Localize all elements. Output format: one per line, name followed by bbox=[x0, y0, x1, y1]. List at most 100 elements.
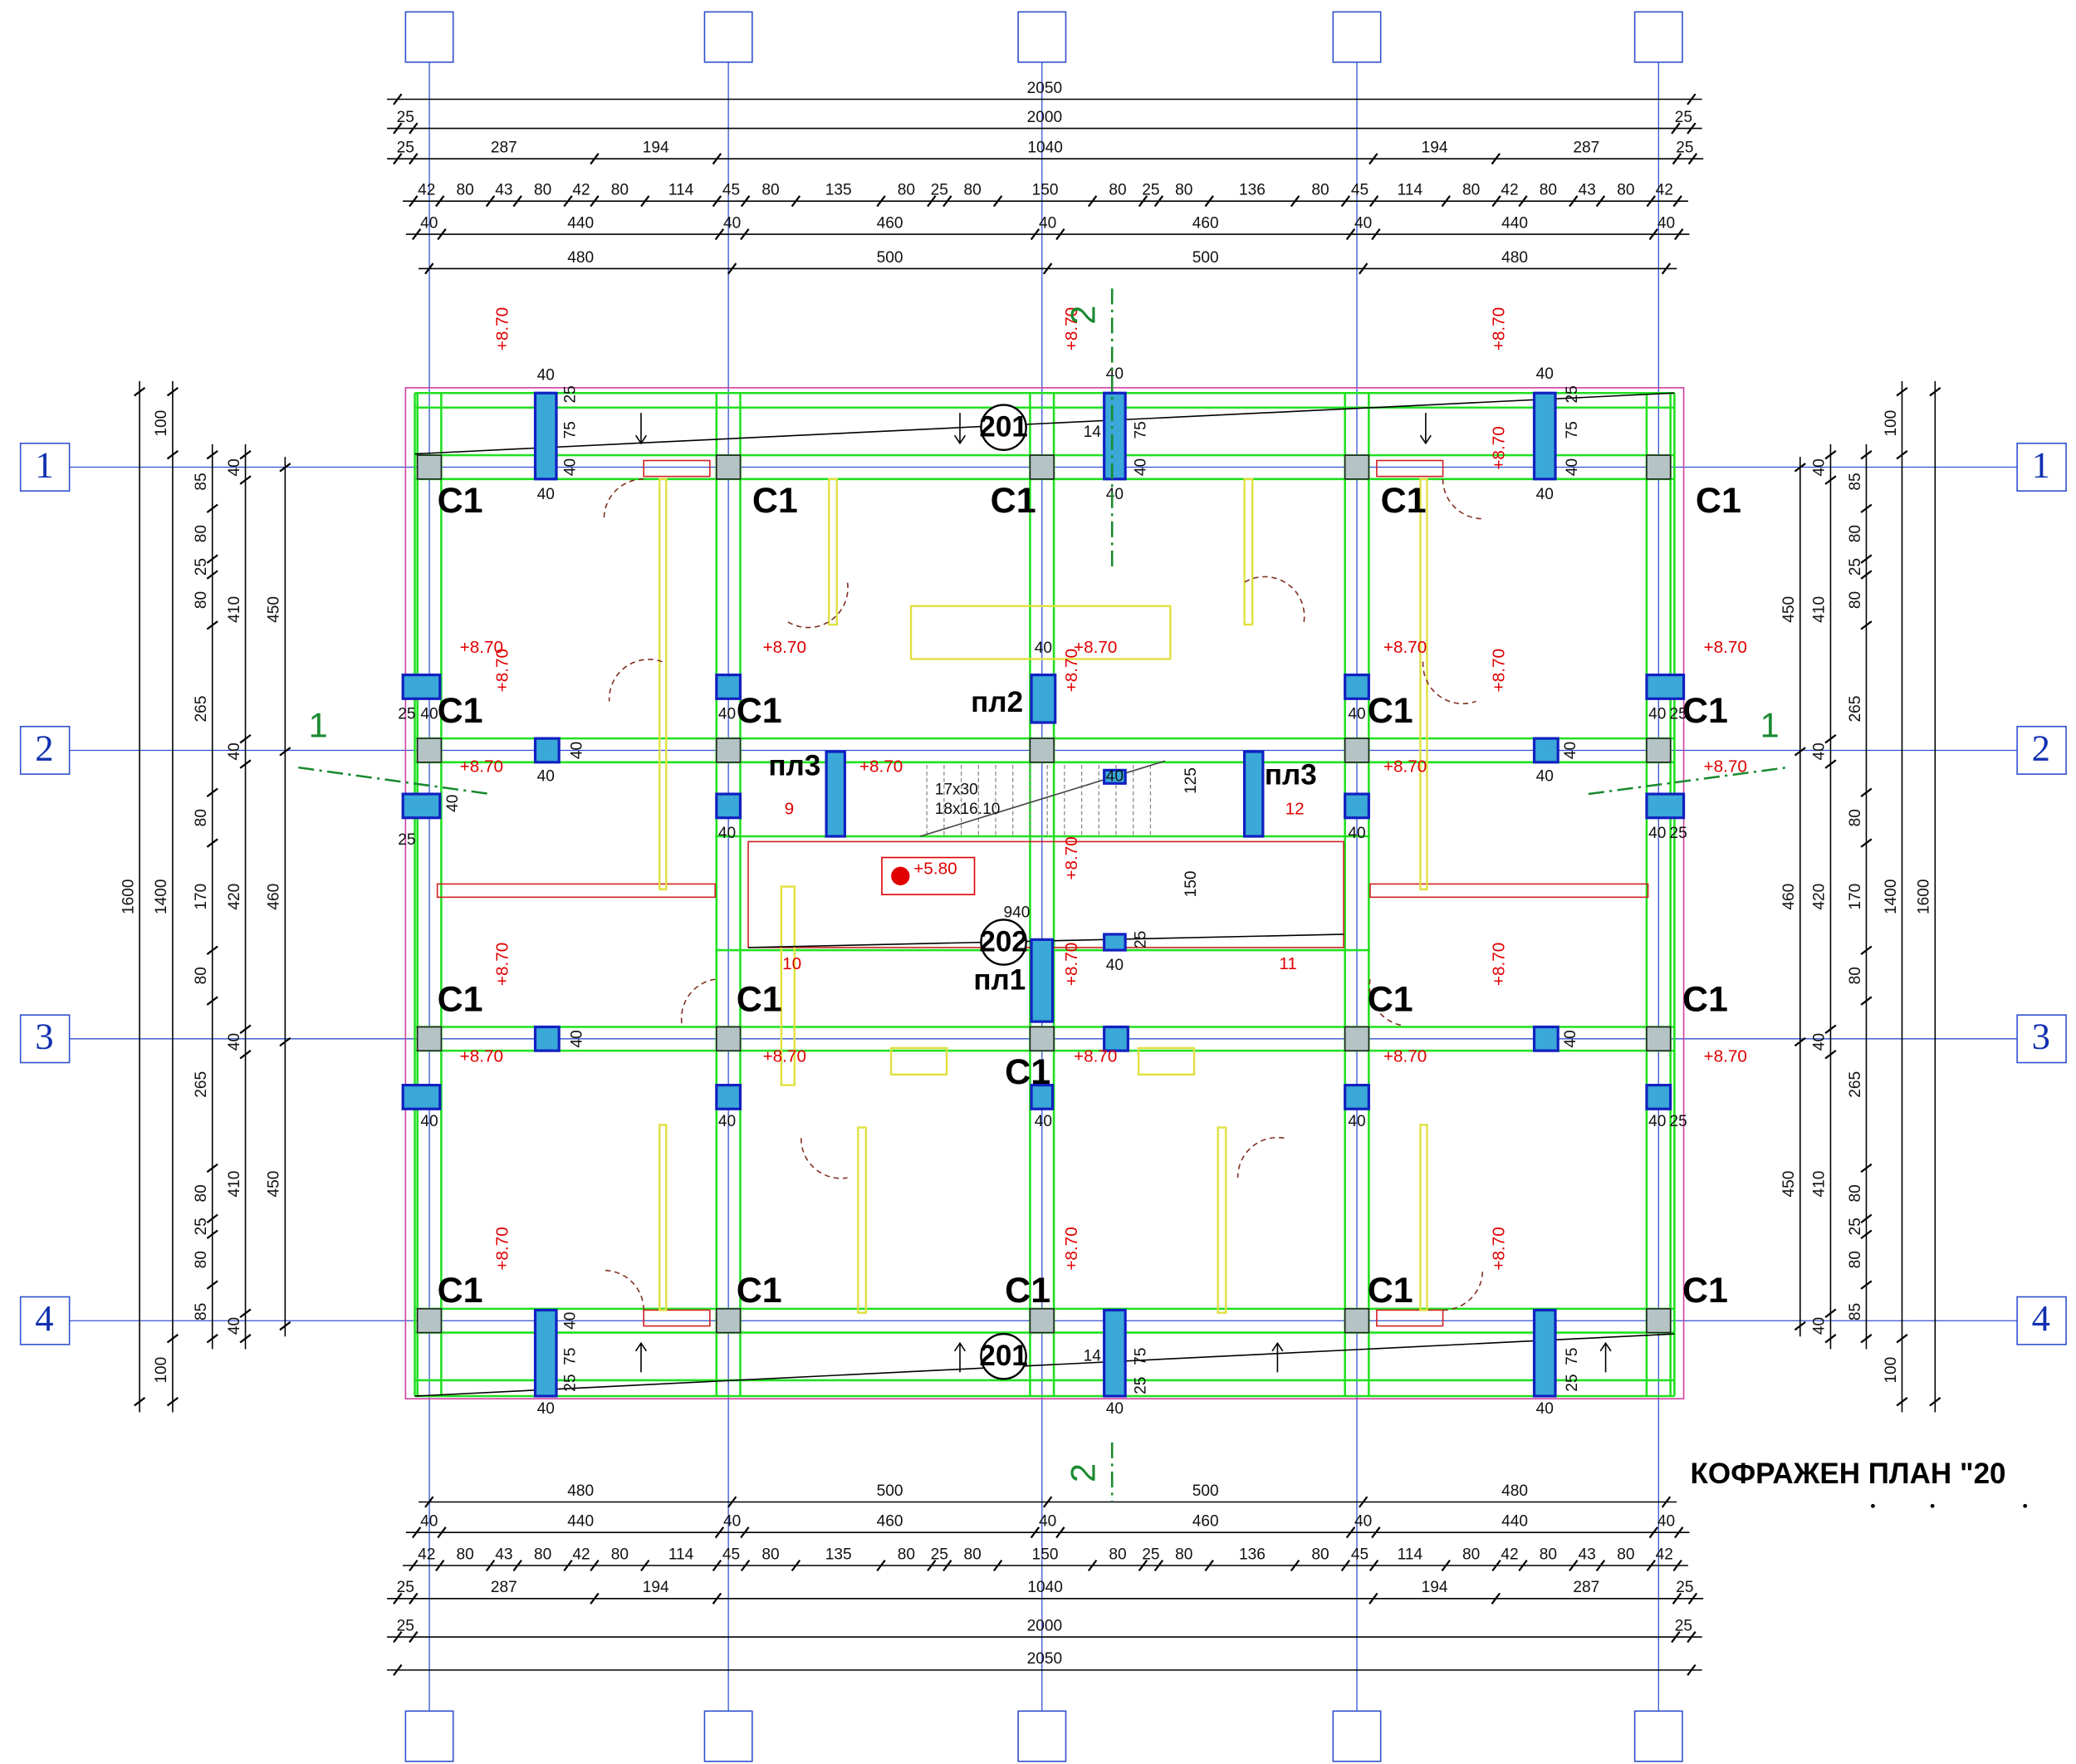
plate-label: пл3 bbox=[1265, 759, 1317, 791]
wall-element bbox=[1103, 1308, 1127, 1398]
dim-label: 80 bbox=[1847, 809, 1864, 826]
dim-tick bbox=[1371, 1526, 1381, 1539]
column-label: C1 bbox=[737, 980, 782, 1020]
arrow-head bbox=[1271, 1341, 1284, 1352]
column bbox=[1029, 1026, 1055, 1051]
dim-tick bbox=[1030, 1526, 1040, 1539]
dim-tick bbox=[1371, 228, 1381, 241]
dim-tick bbox=[1896, 1397, 1908, 1407]
dim-label: 80 bbox=[898, 1546, 915, 1563]
dim-label: 420 bbox=[1811, 884, 1829, 910]
dim-tick bbox=[1794, 747, 1806, 757]
dim-tick bbox=[992, 1559, 1003, 1572]
dim-label: 114 bbox=[668, 1546, 694, 1563]
dim-label: 265 bbox=[1847, 1071, 1864, 1098]
dim-tick bbox=[1687, 1664, 1697, 1676]
small-dim: 40 bbox=[718, 705, 736, 723]
room-number: 10 bbox=[782, 954, 801, 973]
dim-label: 1400 bbox=[1883, 879, 1900, 914]
small-dim: 25 bbox=[562, 1374, 580, 1391]
axis-label: 2 bbox=[35, 727, 53, 768]
column-label: C1 bbox=[438, 1271, 483, 1311]
dim-tick bbox=[563, 195, 573, 208]
dim-tick bbox=[1087, 1559, 1098, 1572]
wall-element bbox=[401, 674, 442, 700]
dim-tick bbox=[206, 449, 218, 460]
dim-tick bbox=[1824, 475, 1837, 485]
dim-label: 85 bbox=[1847, 1303, 1864, 1321]
dim-label: 80 bbox=[193, 809, 210, 826]
partition bbox=[1217, 1126, 1227, 1314]
small-dim: 40 bbox=[562, 458, 580, 476]
door-swing bbox=[604, 1269, 644, 1311]
dim-tick bbox=[1687, 1630, 1697, 1644]
door-swing bbox=[1422, 661, 1476, 705]
dim-tick bbox=[740, 1559, 751, 1572]
small-dim: 14 bbox=[1084, 1347, 1102, 1365]
dim-tick bbox=[727, 1496, 737, 1508]
level-label: +8.70 bbox=[460, 757, 503, 777]
dim-label: 480 bbox=[1501, 1482, 1528, 1500]
dim-tick bbox=[1860, 787, 1873, 797]
small-dim: 25 bbox=[1564, 1374, 1581, 1391]
small-dim: 40 bbox=[562, 1312, 580, 1330]
dim-label: 45 bbox=[1351, 181, 1368, 198]
column bbox=[716, 454, 742, 480]
wall-element bbox=[715, 1083, 742, 1110]
arrow-head bbox=[953, 1341, 967, 1352]
dim-label: 100 bbox=[1883, 410, 1900, 437]
dim-label: 80 bbox=[193, 1251, 210, 1268]
dim-label: 100 bbox=[153, 1357, 170, 1384]
dim-label: 450 bbox=[1780, 596, 1798, 623]
dim-label: 265 bbox=[193, 696, 210, 723]
axis-label: 3 bbox=[35, 1016, 53, 1057]
dim-label: 40 bbox=[723, 1512, 741, 1530]
dim-tick bbox=[1646, 1559, 1656, 1572]
dim-tick bbox=[206, 620, 218, 630]
dim-label: 480 bbox=[1501, 249, 1528, 267]
dim-tick bbox=[409, 153, 419, 165]
room-number: 11 bbox=[1279, 954, 1296, 973]
dim-label: 80 bbox=[1540, 181, 1557, 198]
dim-label: 42 bbox=[418, 181, 435, 198]
dim-tick bbox=[712, 1592, 722, 1605]
section-mark: 1 bbox=[309, 706, 328, 744]
dim-label: 85 bbox=[193, 1303, 210, 1321]
dim-tick bbox=[1661, 262, 1672, 275]
dim-label: 80 bbox=[1462, 181, 1480, 198]
dim-tick bbox=[134, 1397, 146, 1407]
dim-tick bbox=[1055, 1526, 1065, 1539]
level-label: +8.70 bbox=[460, 1047, 503, 1066]
dim-label: 460 bbox=[266, 884, 283, 910]
dim-tick bbox=[1518, 1559, 1528, 1572]
dim-tick bbox=[1518, 195, 1528, 208]
level-mark bbox=[891, 866, 910, 885]
dim-label: 43 bbox=[1578, 181, 1595, 198]
dim-label: 80 bbox=[193, 967, 210, 984]
dim-label: 194 bbox=[1422, 1579, 1448, 1596]
small-dim: 40 bbox=[1648, 1113, 1666, 1130]
wall-element bbox=[1532, 1025, 1559, 1052]
section-line bbox=[1588, 766, 1788, 796]
dim-label: 40 bbox=[226, 1033, 243, 1051]
small-dim: 40 bbox=[1035, 639, 1052, 657]
column-label: C1 bbox=[737, 691, 782, 731]
dim-tick bbox=[279, 1321, 291, 1331]
dim-tick bbox=[411, 1526, 422, 1539]
dim-label: 40 bbox=[226, 458, 243, 476]
dim-label: 25 bbox=[1142, 1546, 1159, 1563]
dim-label: 265 bbox=[1847, 696, 1864, 723]
column-label: C1 bbox=[737, 1271, 782, 1311]
column bbox=[1029, 737, 1055, 763]
section-mark: 2 bbox=[1064, 1463, 1102, 1482]
axis-bubble bbox=[1332, 1710, 1382, 1762]
dim-tick bbox=[206, 787, 218, 797]
dim-tick bbox=[1359, 1496, 1368, 1508]
axis-bubble bbox=[2016, 725, 2067, 775]
dim-tick bbox=[590, 153, 600, 165]
dim-tick bbox=[206, 554, 218, 564]
small-dim: 40 bbox=[1536, 486, 1554, 503]
dim-label: 440 bbox=[1501, 1512, 1528, 1530]
column-label: C1 bbox=[1368, 1271, 1413, 1311]
dim-label: 42 bbox=[572, 1546, 590, 1563]
